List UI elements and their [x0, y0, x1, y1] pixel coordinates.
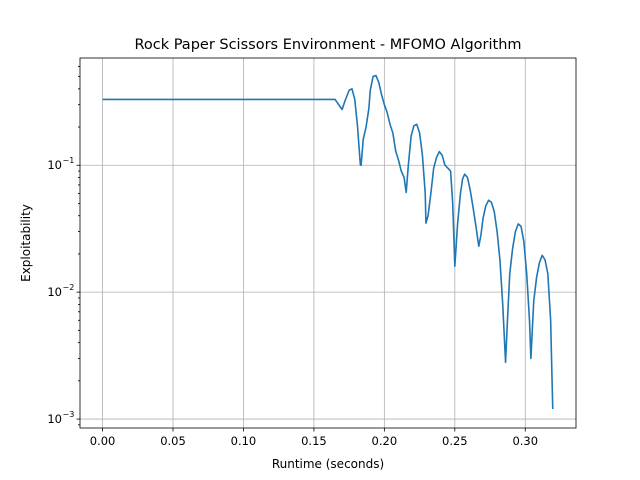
- x-tick-label: 0.05: [160, 434, 186, 448]
- y-tick-exponent: −3: [63, 410, 75, 419]
- exploitability-line: [102, 74, 554, 410]
- series-layer: [102, 74, 554, 410]
- y-tick-exponent: −1: [63, 156, 75, 165]
- x-tick-label: 0.20: [372, 434, 398, 448]
- x-tick-label: 0.15: [301, 434, 327, 448]
- x-tick-label: 0.00: [90, 434, 116, 448]
- chart-title: Rock Paper Scissors Environment - MFOMO …: [134, 37, 521, 53]
- x-axis-label: Runtime (seconds): [272, 457, 384, 471]
- x-tick-label: 0.30: [512, 434, 538, 448]
- x-tick-label: 0.25: [442, 434, 468, 448]
- y-tick-exponent: −2: [63, 283, 75, 292]
- y-tick-label: 10: [47, 158, 62, 172]
- plot-frame: [79, 57, 577, 429]
- y-axis-label: Exploitability: [19, 204, 33, 282]
- y-tick-label: 10: [47, 412, 62, 426]
- x-tick-label: 0.10: [231, 434, 257, 448]
- y-tick-label: 10: [47, 285, 62, 299]
- grid-lines: [80, 58, 576, 428]
